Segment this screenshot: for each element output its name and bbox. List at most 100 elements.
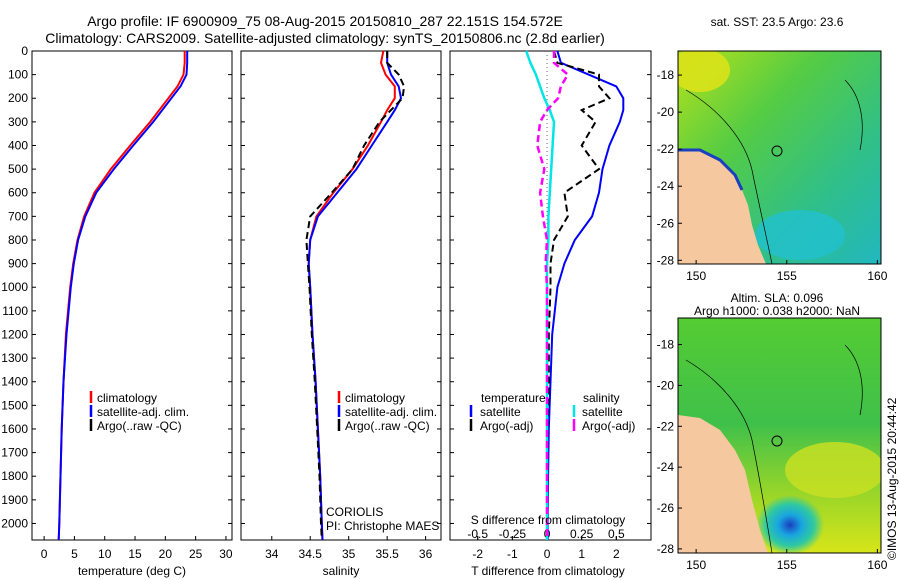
x-tick-label: 5 bbox=[71, 547, 78, 561]
map-x-tick-label: 150 bbox=[686, 269, 706, 283]
profile-curves bbox=[57, 50, 625, 541]
temperature-plot-frame bbox=[31, 50, 233, 541]
sla-map bbox=[678, 318, 881, 553]
x-tick-label: -2 bbox=[472, 547, 483, 561]
sla-map-title1: Altim. SLA: 0.096 bbox=[731, 291, 824, 305]
depth-tick-label: 1200 bbox=[1, 327, 28, 341]
depth-tick-label: 700 bbox=[8, 209, 28, 223]
legend-argo-label: Argo(..raw -QC) bbox=[97, 419, 182, 433]
legend-climatology-label: climatology bbox=[345, 391, 405, 405]
depth-tick-label: 400 bbox=[8, 138, 28, 152]
depth-tick-label: 600 bbox=[8, 186, 28, 200]
sst-cool-patch bbox=[755, 210, 845, 260]
x-tick-label: -1 bbox=[507, 547, 518, 561]
depth-tick-label: 200 bbox=[8, 91, 28, 105]
depth-tick-label: 1000 bbox=[1, 280, 28, 294]
legend-t-satellite-label: satellite bbox=[480, 405, 521, 419]
legend-s-satellite-label: satellite bbox=[582, 405, 623, 419]
map-y-tick-label: -18 bbox=[657, 68, 675, 82]
map-y-tick-label: -18 bbox=[657, 338, 675, 352]
bathymetry-contour bbox=[685, 89, 773, 264]
x-tick-label: 35 bbox=[342, 547, 356, 561]
legend-salinity-heading: salinity bbox=[583, 391, 620, 405]
map-y-tick-label: -24 bbox=[657, 179, 675, 193]
depth-tick-label: 100 bbox=[8, 68, 28, 82]
reef-contour bbox=[844, 79, 863, 151]
map-y-tick-label: -20 bbox=[657, 105, 675, 119]
difference-plot-frame bbox=[449, 50, 652, 541]
series-line-argo-raw-qc- bbox=[305, 51, 406, 541]
depth-tick-label: 1400 bbox=[1, 375, 28, 389]
salinity-xlabel: salinity bbox=[323, 564, 360, 578]
figure-title-line1: Argo profile: IF 6900909_75 08-Aug-2015 … bbox=[87, 13, 563, 29]
difference-legend: temperature salinity satellite satellite… bbox=[469, 391, 635, 433]
x-tick-label: 34 bbox=[265, 547, 279, 561]
sla-map-title2: Argo h1000: 0.038 h2000: NaN bbox=[694, 304, 860, 318]
x-tick-label: 0.5 bbox=[608, 527, 625, 541]
legend-satellite-label: satellite-adj. clim. bbox=[345, 405, 437, 419]
land-mass bbox=[678, 415, 768, 553]
sla-high-patch bbox=[785, 442, 881, 498]
x-tick-label: 30 bbox=[219, 547, 233, 561]
x-tick-label: 15 bbox=[128, 547, 142, 561]
imos-timestamp: ©IMOS 13-Aug-2015 20:44:42 bbox=[885, 397, 899, 560]
series-line-satellite-adj-clim- bbox=[307, 51, 403, 541]
coastal-cold-band bbox=[678, 148, 744, 191]
map-x-tick-label: 160 bbox=[867, 269, 887, 283]
reef-contour bbox=[844, 344, 863, 416]
t-diff-xlabel: T difference from climatology bbox=[471, 564, 625, 578]
x-tick-label: -0.5 bbox=[467, 527, 488, 541]
series-line-temperature-satellite bbox=[546, 50, 625, 540]
x-tick-label: 0 bbox=[41, 547, 48, 561]
map-y-tick-label: -28 bbox=[657, 542, 675, 556]
figure-title-line2: Climatology: CARS2009. Satellite-adjuste… bbox=[45, 30, 605, 46]
legend-satellite-label: satellite-adj. clim. bbox=[97, 405, 189, 419]
x-tick-label: 34.5 bbox=[299, 547, 323, 561]
x-tick-label: 35.5 bbox=[375, 547, 399, 561]
legend-argo-label: Argo(..raw -QC) bbox=[345, 419, 430, 433]
depth-tick-label: 0 bbox=[21, 44, 28, 58]
sst-map bbox=[678, 51, 881, 264]
s-diff-xlabel: S difference from climatology bbox=[471, 513, 626, 527]
legend-s-argo-label: Argo(-adj) bbox=[582, 419, 635, 433]
depth-tick-label: 1700 bbox=[1, 446, 28, 460]
dac-label: CORIOLIS bbox=[326, 505, 383, 519]
depth-tick-label: 800 bbox=[8, 233, 28, 247]
land-mass bbox=[678, 150, 766, 264]
map-y-tick-label: -26 bbox=[657, 216, 675, 230]
map-y-tick-label: -20 bbox=[657, 378, 675, 392]
x-tick-label: 20 bbox=[159, 547, 173, 561]
temperature-xlabel: temperature (deg C) bbox=[78, 564, 186, 578]
temperature-legend: climatology satellite-adj. clim. Argo(..… bbox=[89, 391, 189, 433]
legend-temperature-heading: temperature bbox=[481, 391, 546, 405]
sst-map-title: sat. SST: 23.5 Argo: 23.6 bbox=[711, 15, 844, 29]
depth-tick-label: 500 bbox=[8, 162, 28, 176]
x-tick-label: 25 bbox=[189, 547, 203, 561]
bathymetry-contour bbox=[685, 359, 773, 553]
argo-position-marker bbox=[771, 435, 783, 447]
series-line-satellite-adj-clim- bbox=[57, 51, 189, 541]
map-y-tick-label: -28 bbox=[657, 253, 675, 267]
salinity-legend: climatology satellite-adj. clim. Argo(..… bbox=[337, 391, 437, 433]
x-tick-label: 36 bbox=[419, 547, 433, 561]
map-y-tick-label: -24 bbox=[657, 460, 675, 474]
x-tick-label: -0.25 bbox=[499, 527, 527, 541]
map-y-tick-label: -22 bbox=[657, 142, 675, 156]
depth-tick-label: 1100 bbox=[2, 304, 28, 318]
depth-tick-label: 300 bbox=[8, 115, 28, 129]
sst-map-frame bbox=[677, 50, 882, 265]
x-tick-label: 1 bbox=[578, 547, 585, 561]
sla-map-frame bbox=[677, 317, 882, 554]
x-tick-label: 10 bbox=[98, 547, 112, 561]
pi-label: PI: Christophe MAES bbox=[326, 519, 439, 533]
depth-tick-label: 1300 bbox=[1, 351, 28, 365]
legend-climatology-label: climatology bbox=[97, 391, 157, 405]
map-x-tick-label: 150 bbox=[686, 558, 706, 572]
series-line-climatology bbox=[57, 51, 186, 541]
map-y-tick-label: -22 bbox=[657, 419, 675, 433]
map-axes: 150 155 160 -18 -20 -22 -24 -26 -28 150 155 160 -18 -… bbox=[657, 68, 888, 572]
x-tick-label: 0.25 bbox=[570, 527, 594, 541]
x-tick-label: 0 bbox=[544, 547, 551, 561]
depth-tick-label: 1800 bbox=[1, 469, 28, 483]
